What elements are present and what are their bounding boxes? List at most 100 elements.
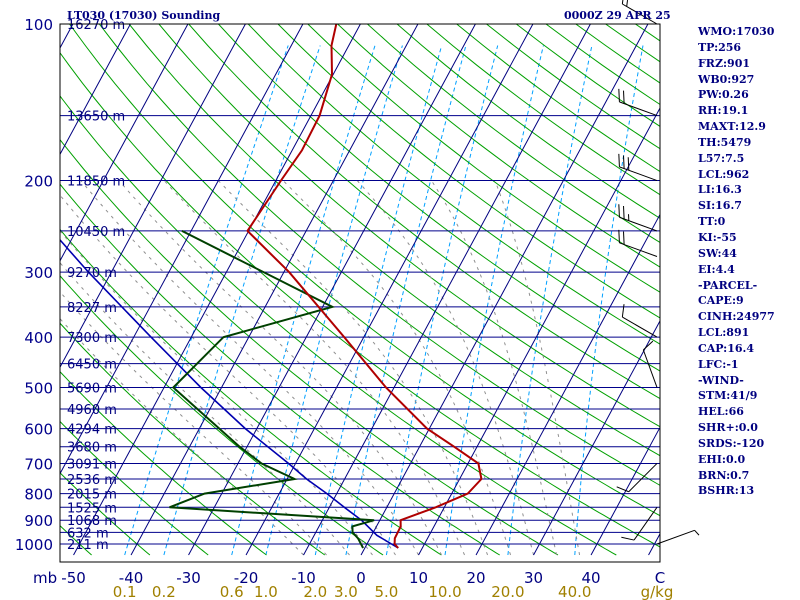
wind-barb-flag bbox=[618, 229, 620, 243]
moist-adiabats bbox=[60, 180, 580, 556]
moist-adiabat bbox=[217, 180, 488, 556]
wind-barb-half-flag bbox=[694, 529, 700, 536]
wind-barb-flag bbox=[621, 304, 625, 318]
index-row: LCL:891 bbox=[698, 326, 750, 340]
wind-barb-shaft bbox=[622, 316, 658, 338]
moist-adiabat bbox=[118, 180, 442, 556]
dry-adiabat bbox=[69, 24, 660, 517]
isotherm bbox=[60, 24, 131, 156]
temperature-tick-label: -40 bbox=[119, 569, 144, 587]
height-label: 4294 m bbox=[67, 423, 117, 438]
moist-adiabat bbox=[430, 180, 557, 556]
sounding-profiles bbox=[60, 24, 483, 549]
dewpoint-trace bbox=[169, 230, 375, 549]
dry-adiabat bbox=[367, 24, 660, 244]
isotherm bbox=[73, 24, 361, 556]
isotherm bbox=[475, 213, 660, 556]
dry-adiabat bbox=[60, 420, 209, 556]
mixing-ratio-tick-label: 3.0 bbox=[334, 583, 358, 600]
wind-barb-flag bbox=[618, 204, 620, 218]
wind-barb-shaft bbox=[633, 507, 658, 541]
pressure-label: 700 bbox=[24, 455, 53, 473]
moist-adiabat bbox=[282, 180, 511, 556]
dry-adiabat bbox=[98, 24, 660, 486]
wind-barb-flag bbox=[616, 486, 629, 493]
height-label: 2015 m bbox=[67, 488, 117, 503]
mixing-ratio-line bbox=[124, 45, 289, 556]
pressure-label: 300 bbox=[24, 264, 53, 282]
index-row: SW:44 bbox=[698, 246, 737, 260]
station-title: LT030 (17030) Sounding bbox=[67, 9, 221, 22]
wind-barb bbox=[618, 153, 658, 182]
height-label: 1525 m bbox=[67, 501, 117, 516]
mixing-ratio-tick-label: 10.0 bbox=[428, 583, 461, 600]
height-label: 6450 m bbox=[67, 358, 117, 373]
wind-barb-shaft bbox=[642, 349, 658, 388]
dry-adiabat bbox=[60, 228, 442, 556]
wind-barb bbox=[656, 529, 700, 545]
wind-barb-shaft bbox=[619, 166, 658, 182]
mixing-ratio-tick-label: 5.0 bbox=[375, 583, 399, 600]
temperature-tick-label: 20 bbox=[467, 569, 486, 587]
moist-adiabat bbox=[494, 180, 580, 556]
index-row: -PARCEL- bbox=[698, 278, 758, 292]
height-label: 9270 m bbox=[67, 266, 117, 281]
wind-barb-flag bbox=[621, 536, 635, 541]
index-row: EHI:0.0 bbox=[698, 452, 746, 466]
pressure-label: 600 bbox=[24, 421, 53, 439]
isotherm bbox=[130, 24, 419, 556]
dry-adiabat bbox=[60, 472, 151, 556]
dry-adiabats bbox=[60, 24, 660, 556]
index-row: STM:41/9 bbox=[698, 389, 758, 403]
moist-adiabat bbox=[60, 194, 396, 556]
isotherm bbox=[590, 426, 660, 556]
index-row: TT:0 bbox=[698, 215, 726, 229]
height-label: 8227 m bbox=[67, 301, 117, 316]
mixing-ratio-line bbox=[574, 45, 644, 556]
dry-adiabat bbox=[60, 322, 326, 556]
pressure-label: 900 bbox=[24, 512, 53, 530]
dry-adiabat bbox=[247, 24, 660, 345]
mixing-ratio-line bbox=[507, 45, 593, 556]
wind-barb bbox=[621, 304, 658, 338]
index-row: SRDS:-120 bbox=[698, 436, 765, 450]
wind-barbs bbox=[616, 0, 700, 545]
wind-barb bbox=[621, 507, 658, 541]
dry-adiabat bbox=[128, 24, 660, 457]
isotherm bbox=[360, 24, 649, 556]
temperature-tick-label: -30 bbox=[176, 569, 201, 587]
mixing-ratio-line bbox=[385, 45, 499, 556]
mixing-ratio-tick-label: 0.2 bbox=[152, 583, 176, 600]
dry-adiabat bbox=[60, 370, 267, 556]
wind-barb-shaft bbox=[619, 101, 658, 117]
height-label: 13650 m bbox=[67, 110, 125, 125]
pressure-label: 500 bbox=[24, 379, 53, 397]
moist-adiabat bbox=[60, 291, 327, 556]
isotherm bbox=[245, 24, 534, 556]
wind-barb-flag bbox=[618, 88, 620, 102]
isotherm bbox=[0, 24, 15, 555]
height-label: 211 m bbox=[67, 538, 109, 553]
wind-barb-half-flag bbox=[626, 0, 629, 7]
indices-panel: WMO:17030 TP:256 FRZ:901 WB0:927 PW:0.26 RH:1… bbox=[698, 24, 798, 499]
dry-adiabat bbox=[337, 24, 660, 268]
wind-barb bbox=[618, 204, 658, 232]
wind-barb bbox=[642, 340, 658, 388]
height-label: 3680 m bbox=[67, 441, 117, 456]
wind-barb-flag bbox=[623, 155, 625, 169]
temperature-tick-label: 30 bbox=[524, 569, 543, 587]
wind-barb bbox=[618, 229, 658, 257]
height-label: 4960 m bbox=[67, 403, 117, 418]
wind-barb-flag bbox=[623, 231, 625, 245]
temperature-tick-label: -10 bbox=[291, 569, 316, 587]
index-row: LCL:962 bbox=[698, 167, 750, 181]
dry-adiabat bbox=[158, 24, 660, 428]
isotherm bbox=[60, 24, 246, 369]
index-row: BRN:0.7 bbox=[698, 468, 750, 482]
wind-barb-shaft bbox=[619, 242, 658, 257]
dry-adiabat bbox=[218, 24, 660, 372]
temperature-trace bbox=[246, 24, 483, 549]
temperature-tick-label: 40 bbox=[582, 569, 601, 587]
